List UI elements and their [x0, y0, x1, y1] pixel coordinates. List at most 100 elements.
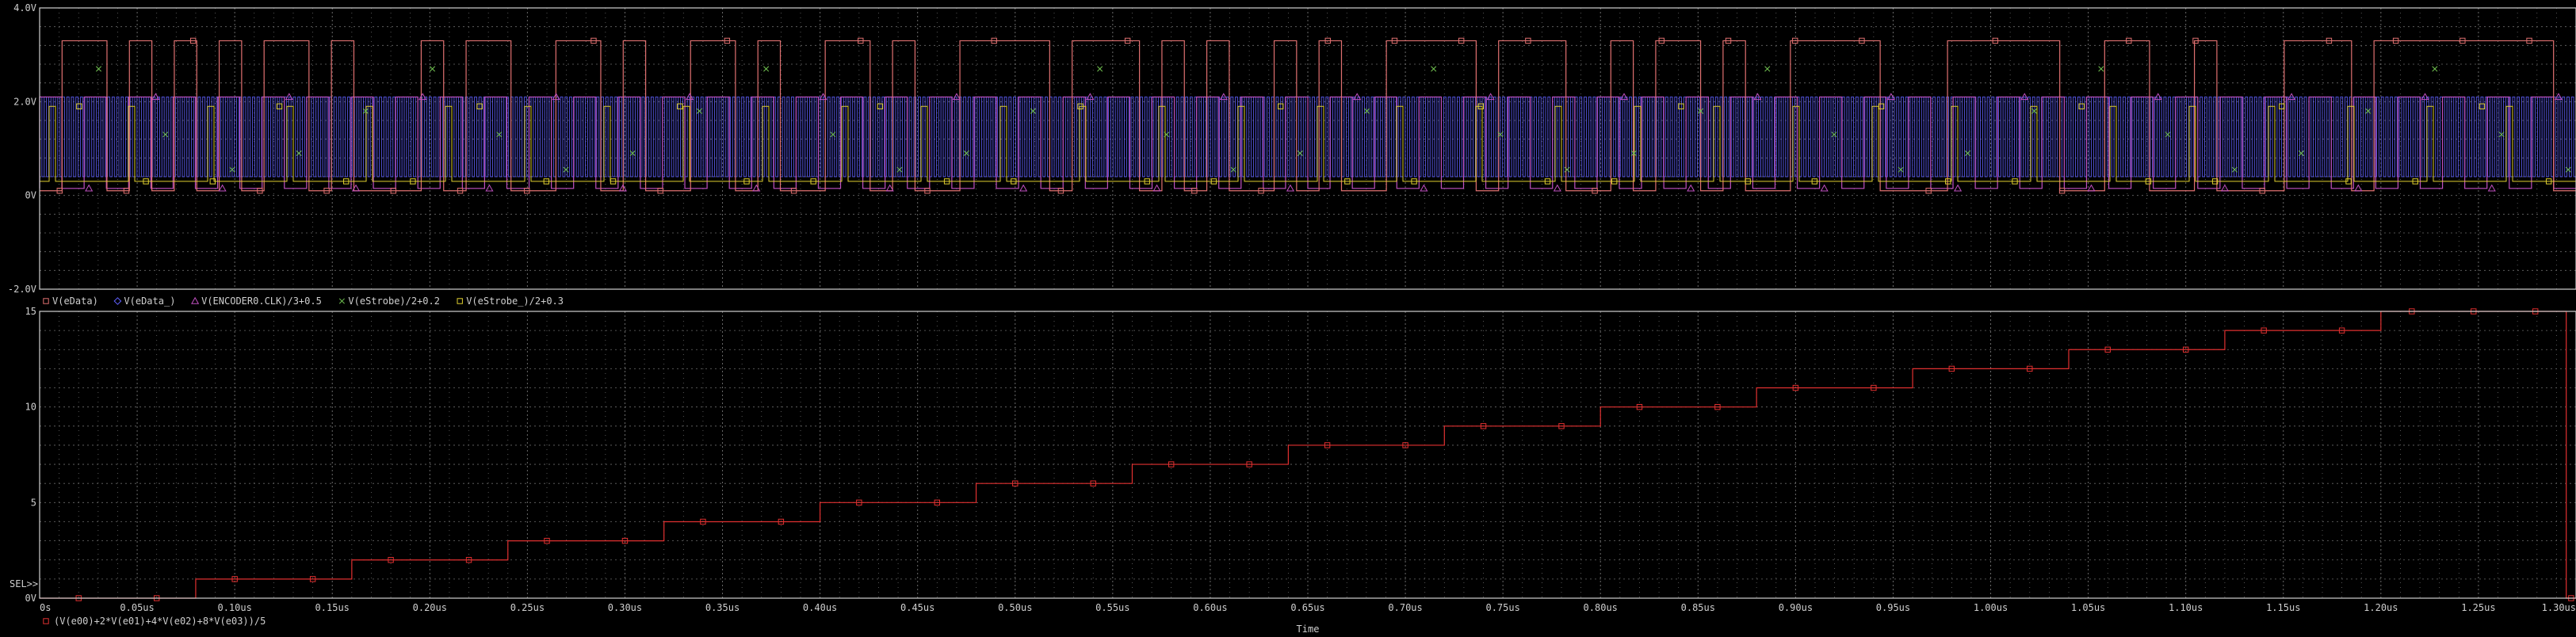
data-marker: [563, 166, 569, 173]
data-marker: [1687, 184, 1695, 192]
data-marker: [2554, 93, 2563, 101]
data-marker: [2326, 37, 2333, 44]
data-marker: [2259, 188, 2265, 194]
x-tick-label: 1.25us: [2461, 602, 2495, 613]
data-marker: [2078, 103, 2085, 109]
lower-plot-grid: [39, 311, 2576, 599]
data-marker: [2565, 166, 2571, 173]
x-tick-label: 0.65us: [1290, 602, 1324, 613]
data-marker: [1745, 178, 1751, 185]
data-marker: [1658, 37, 1665, 44]
data-marker: [1630, 150, 1637, 156]
data-marker: [1564, 166, 1570, 173]
data-marker: [1886, 93, 1895, 101]
y-tick-label: 5: [31, 497, 36, 508]
legend-entry-label: V(eStrobe)/2+0.2: [348, 296, 440, 307]
data-marker: [56, 188, 63, 194]
data-marker: [1486, 93, 1495, 101]
data-marker: [351, 184, 361, 192]
data-marker: [209, 178, 216, 185]
data-marker: [191, 296, 200, 304]
data-marker: [991, 37, 997, 44]
x-tick-label: 0.85us: [1681, 602, 1715, 613]
y-tick-label: 10: [25, 402, 36, 413]
data-marker: [2354, 184, 2363, 192]
data-marker: [229, 166, 235, 173]
data-marker: [485, 184, 494, 192]
data-marker: [1097, 66, 1103, 72]
data-marker: [2345, 178, 2352, 185]
data-marker: [123, 188, 130, 194]
data-marker: [419, 93, 427, 101]
data-marker: [1164, 132, 1170, 138]
data-marker: [1086, 93, 1095, 101]
data-marker: [686, 93, 694, 101]
data-marker: [943, 178, 950, 185]
data-marker: [752, 184, 761, 192]
data-marker: [1954, 184, 1963, 192]
data-marker: [1544, 178, 1551, 185]
data-marker: [1297, 150, 1303, 156]
data-marker: [285, 93, 293, 101]
x-tick-label: 0.75us: [1485, 602, 1519, 613]
data-marker: [1619, 93, 1629, 101]
y-tick-label: 15: [25, 306, 36, 317]
data-marker: [1458, 37, 1465, 44]
x-tick-label: 0.15us: [315, 602, 350, 613]
data-marker: [618, 184, 627, 192]
data-marker: [810, 178, 816, 185]
data-marker: [457, 188, 464, 194]
legend-entry-label: (V(e00)+2*V(e01)+4*V(e02)+8*V(e03))/5: [54, 616, 266, 627]
data-marker: [85, 184, 94, 192]
data-marker: [952, 93, 961, 101]
data-marker: [552, 93, 560, 101]
data-marker: [496, 132, 503, 138]
data-marker: [1477, 103, 1484, 109]
data-marker: [2211, 178, 2219, 185]
data-marker: [1230, 166, 1236, 173]
data-marker: [1077, 103, 1084, 109]
data-marker: [1277, 103, 1284, 109]
legend-entry-label: V(eData): [52, 296, 98, 307]
data-marker: [924, 188, 931, 194]
data-marker: [1219, 93, 1228, 101]
x-tick-label: 0s: [40, 602, 51, 613]
data-marker: [1057, 188, 1064, 194]
x-tick-label: 1.05us: [2071, 602, 2105, 613]
data-marker: [790, 188, 797, 194]
data-marker: [2421, 93, 2429, 101]
data-marker: [1898, 166, 1904, 173]
data-marker: [1497, 132, 1504, 138]
data-marker: [2498, 132, 2505, 138]
data-marker: [1525, 37, 1531, 44]
data-marker: [362, 108, 369, 114]
data-marker: [1945, 178, 1951, 185]
data-marker: [1992, 37, 1999, 44]
data-marker: [1324, 37, 1331, 44]
data-marker: [2392, 37, 2399, 44]
x-tick-label: 0.60us: [1193, 602, 1227, 613]
data-marker: [2165, 132, 2171, 138]
x-tick-label: 0.40us: [803, 602, 837, 613]
x-tick-label: 0.05us: [120, 602, 154, 613]
data-marker: [524, 188, 530, 194]
data-marker: [1191, 188, 1198, 194]
data-marker: [858, 37, 864, 44]
data-marker: [1286, 184, 1295, 192]
data-marker: [2487, 184, 2496, 192]
data-marker: [1363, 108, 1370, 114]
lower-plot[interactable]: 15 10 5 0V: [25, 306, 2576, 604]
data-marker: [476, 103, 483, 109]
upper-plot[interactable]: 4.0V 2.0V 0V -2.0V: [8, 2, 2576, 295]
series-line-eData: [40, 40, 2576, 192]
data-marker: [323, 188, 330, 194]
series-line-eStrobe_: [40, 105, 2576, 182]
data-marker: [657, 188, 663, 194]
data-marker: [390, 188, 397, 194]
data-marker: [151, 93, 160, 101]
data-marker: [218, 184, 227, 192]
data-marker: [410, 178, 416, 185]
data-marker: [1811, 178, 1818, 185]
x-tick-label: 0.70us: [1388, 602, 1422, 613]
